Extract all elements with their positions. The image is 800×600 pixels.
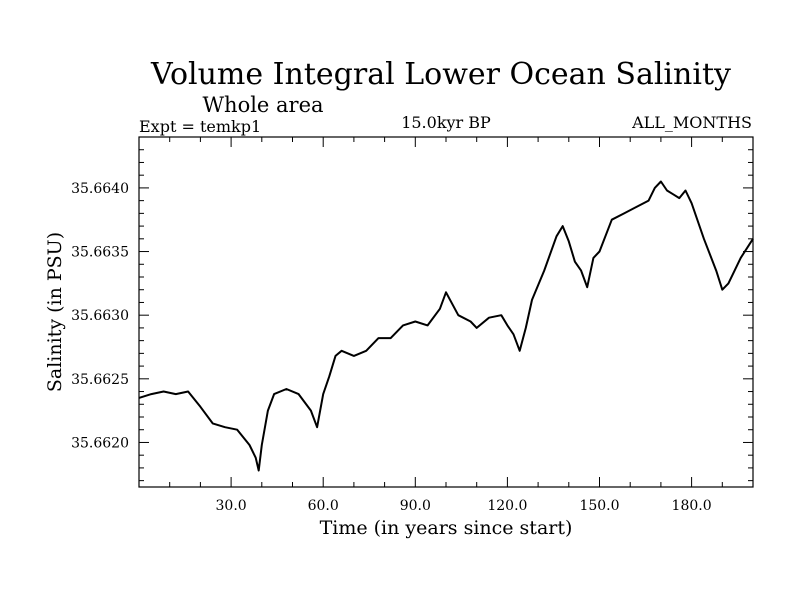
y-tick-label: 35.6625	[71, 372, 129, 388]
x-tick-label: 120.0	[487, 498, 527, 514]
x-tick-label: 30.0	[216, 498, 247, 514]
y-tick-label: 35.6630	[71, 308, 129, 324]
salinity-series-line	[138, 180, 754, 472]
x-tick-label: 150.0	[579, 498, 619, 514]
series-group	[138, 180, 754, 472]
experiment-label: Expt = temkp1	[139, 117, 261, 136]
x-tick-label: 90.0	[400, 498, 431, 514]
tick-marks	[139, 136, 753, 487]
period-label: 15.0kyr BP	[401, 113, 491, 132]
tick-labels: 30.0 60.0 90.0 120.0 150.0 180.0 35.6620 35.662…	[71, 181, 712, 514]
chart-subtitle: Whole area	[202, 93, 323, 117]
y-tick-label: 35.6620	[71, 435, 129, 451]
x-tick-label: 60.0	[308, 498, 339, 514]
x-tick-label: 180.0	[672, 498, 712, 514]
months-label: ALL_MONTHS	[631, 113, 752, 132]
y-tick-label: 35.6640	[71, 181, 129, 197]
plot-frame	[138, 136, 754, 488]
y-axis-label: Salinity (in PSU)	[44, 232, 66, 392]
chart-title: Volume Integral Lower Ocean Salinity	[150, 57, 731, 92]
y-tick-label: 35.6635	[71, 245, 129, 261]
x-axis-label: Time (in years since start)	[320, 517, 573, 539]
